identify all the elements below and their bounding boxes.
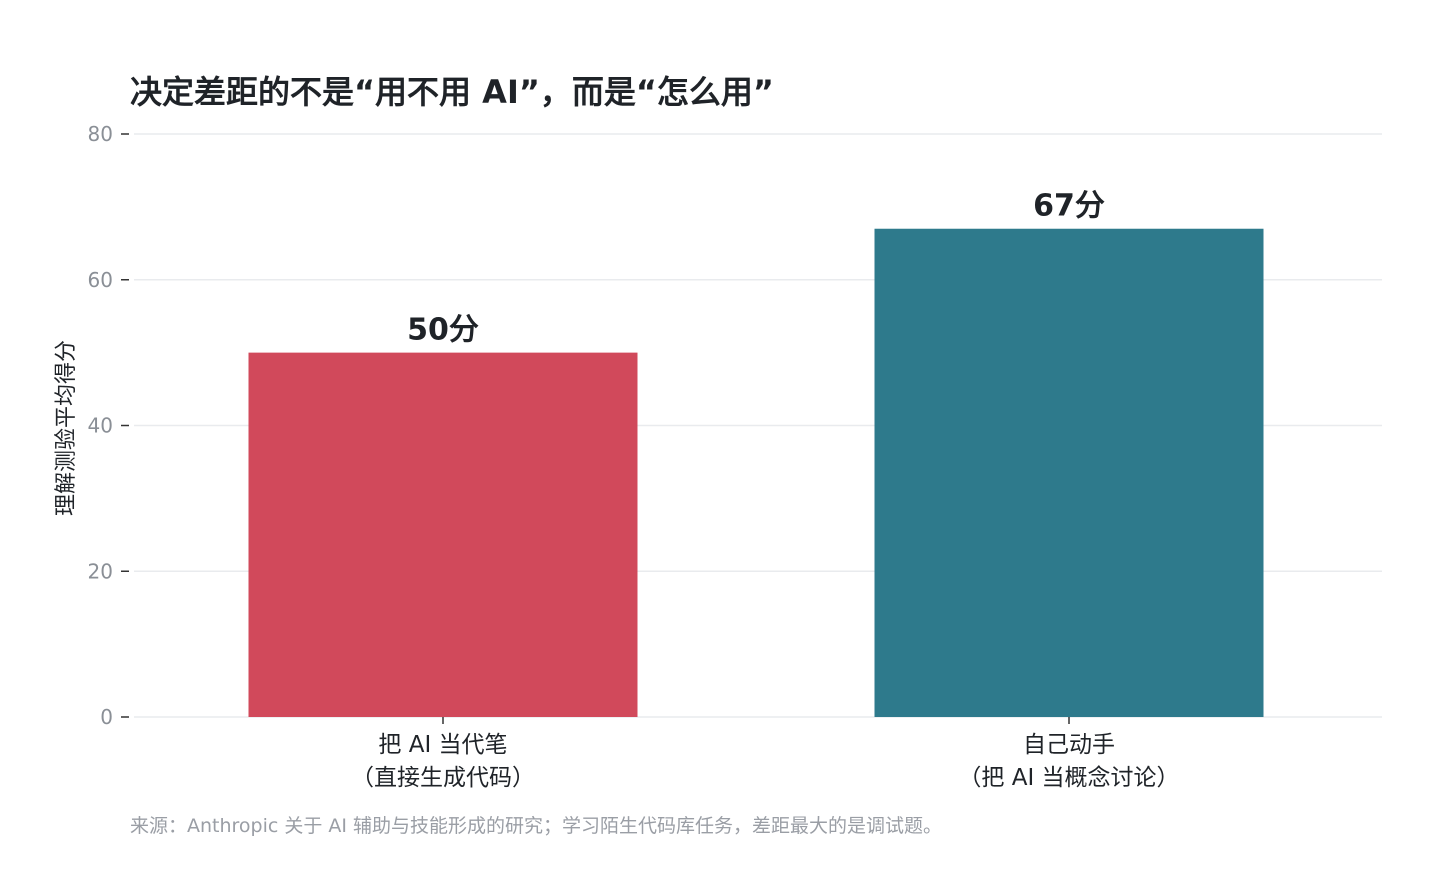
y-tick-label: 60 <box>88 268 113 292</box>
y-tick-label: 0 <box>100 705 113 729</box>
y-tick-label: 80 <box>88 122 113 146</box>
x-tick-label: （把 AI 当概念讨论） <box>958 765 1179 791</box>
data-label: 50分 <box>407 313 479 348</box>
x-tick-label: 把 AI 当代笔 <box>378 732 507 758</box>
y-axis: 0 20 40 60 80 <box>88 122 129 729</box>
source-note: 来源：Anthropic 关于 AI 辅助与技能形成的研究；学习陌生代码库任务，… <box>130 815 942 837</box>
y-tick-label: 20 <box>88 559 113 583</box>
bar <box>248 352 638 717</box>
x-tick-label: （直接生成代码） <box>351 765 535 791</box>
data-label: 67分 <box>1033 189 1105 224</box>
bar <box>874 228 1264 718</box>
y-tick-label: 40 <box>88 414 113 438</box>
x-tick-label: 自己动手 <box>1023 732 1115 758</box>
bars: 50分 67分 <box>248 189 1264 718</box>
chart-title: 决定差距的不是“用不用 AI”，而是“怎么用” <box>130 73 774 111</box>
y-axis-label: 理解测验平均得分 <box>54 340 79 516</box>
x-axis: 把 AI 当代笔 （直接生成代码） 自己动手 （把 AI 当概念讨论） <box>351 717 1180 791</box>
